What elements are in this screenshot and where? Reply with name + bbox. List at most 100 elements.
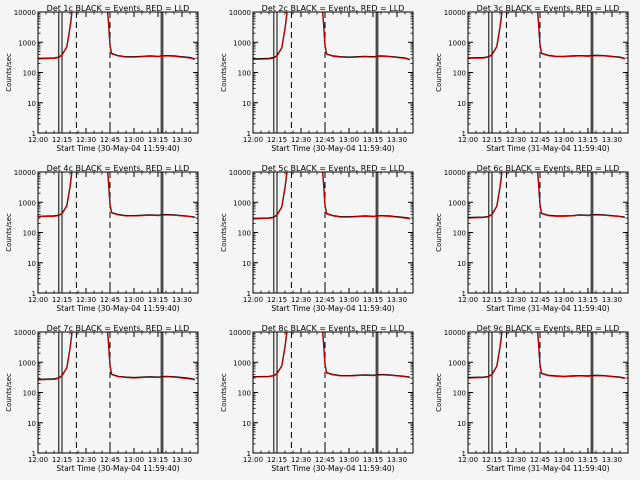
y-axis-label: Counts/sec — [5, 373, 13, 412]
x-tick-label: 13:30 — [602, 456, 622, 464]
x-tick-label: 13:00 — [554, 296, 574, 304]
y-tick-label: 10000 — [229, 329, 251, 337]
chart-title: Det 3c BLACK = Events, RED = LLD — [477, 4, 620, 13]
x-tick-label: 12:30 — [506, 296, 526, 304]
chart-title: Det 2c BLACK = Events, RED = LLD — [262, 4, 405, 13]
y-tick-label: 1000 — [18, 39, 36, 47]
x-tick-label: 13:30 — [387, 296, 407, 304]
y-tick-label: 1000 — [233, 199, 251, 207]
x-tick-label: 12:30 — [506, 136, 526, 144]
y-tick-label: 1000 — [448, 359, 466, 367]
y-tick-label: 10 — [242, 260, 251, 268]
y-tick-label: 1 — [32, 450, 36, 458]
x-tick-label: 12:45 — [530, 456, 550, 464]
plot-area — [253, 172, 410, 293]
y-tick-label: 100 — [453, 390, 466, 398]
y-tick-label: 10000 — [14, 9, 36, 17]
plot-area — [468, 332, 625, 453]
x-tick-label: 12:45 — [100, 296, 120, 304]
y-axis-label: Counts/sec — [435, 53, 443, 92]
y-tick-label: 100 — [453, 70, 466, 78]
x-tick-label: 13:00 — [124, 136, 144, 144]
x-tick-label: 12:45 — [315, 136, 335, 144]
x-tick-label: 13:30 — [602, 136, 622, 144]
y-axis-label: Counts/sec — [5, 53, 13, 92]
x-tick-label: 13:30 — [172, 136, 192, 144]
y-tick-label: 100 — [453, 230, 466, 238]
x-tick-label: 12:15 — [52, 456, 72, 464]
x-tick-label: 12:00 — [243, 136, 263, 144]
chart-title: Det 6c BLACK = Events, RED = LLD — [477, 164, 620, 173]
x-tick-label: 12:15 — [267, 456, 287, 464]
x-tick-label: 13:00 — [339, 136, 359, 144]
y-axis-label: Counts/sec — [5, 213, 13, 252]
series-lld-line — [468, 12, 625, 60]
y-tick-label: 10 — [242, 100, 251, 108]
y-tick-label: 10 — [27, 260, 36, 268]
plot-area — [253, 12, 410, 133]
y-tick-label: 1 — [247, 450, 251, 458]
y-tick-label: 100 — [238, 390, 251, 398]
y-tick-label: 10000 — [229, 9, 251, 17]
y-tick-label: 100 — [23, 70, 36, 78]
x-tick-label: 12:15 — [482, 456, 502, 464]
chart-title: Det 4c BLACK = Events, RED = LLD — [47, 164, 190, 173]
y-axis-label: Counts/sec — [220, 373, 228, 412]
x-tick-label: 12:30 — [76, 136, 96, 144]
y-tick-label: 10000 — [444, 9, 466, 17]
plot-area — [468, 172, 625, 293]
y-tick-label: 1000 — [233, 39, 251, 47]
chart-panel-4: 1 10 100 1000 10000 12:00 12:15 12:30 12:45 13:00… — [5, 164, 199, 313]
x-axis-label: Start Time (30-May-04 11:59:40) — [271, 144, 394, 153]
y-tick-label: 1 — [32, 290, 36, 298]
x-tick-label: 13:15 — [148, 456, 168, 464]
y-axis-label: Counts/sec — [435, 373, 443, 412]
x-tick-label: 12:30 — [76, 456, 96, 464]
x-tick-label: 12:15 — [267, 296, 287, 304]
y-tick-label: 10000 — [444, 169, 466, 177]
x-tick-label: 13:15 — [148, 136, 168, 144]
x-tick-label: 13:00 — [339, 296, 359, 304]
x-tick-label: 13:00 — [554, 136, 574, 144]
x-tick-label: 12:00 — [243, 296, 263, 304]
x-tick-label: 12:30 — [291, 136, 311, 144]
chart-panel-6: 1 10 100 1000 10000 12:00 12:15 12:30 12:45 13:00… — [435, 164, 629, 313]
y-tick-label: 1 — [247, 130, 251, 138]
x-tick-label: 12:30 — [506, 456, 526, 464]
x-tick-label: 13:15 — [363, 296, 383, 304]
y-tick-label: 1000 — [18, 359, 36, 367]
x-tick-label: 12:45 — [315, 456, 335, 464]
y-tick-label: 10 — [27, 420, 36, 428]
x-tick-label: 13:15 — [578, 296, 598, 304]
chart-title: Det 1c BLACK = Events, RED = LLD — [47, 4, 190, 13]
x-tick-label: 12:15 — [482, 296, 502, 304]
chart-panel-5: 1 10 100 1000 10000 12:00 12:15 12:30 12:45 13:00… — [220, 164, 414, 313]
x-tick-label: 12:00 — [458, 456, 478, 464]
x-tick-label: 12:15 — [482, 136, 502, 144]
series-lld-line — [38, 332, 195, 381]
chart-panel-8: 1 10 100 1000 10000 12:00 12:15 12:30 12:45 13:00… — [220, 324, 414, 473]
x-axis-label: Start Time (31-May-04 11:59:40) — [486, 464, 609, 473]
y-tick-label: 10 — [457, 260, 466, 268]
x-tick-label: 12:30 — [291, 456, 311, 464]
x-tick-label: 12:45 — [530, 136, 550, 144]
y-tick-label: 1000 — [18, 199, 36, 207]
x-tick-label: 12:45 — [315, 296, 335, 304]
chart-title: Det 5c BLACK = Events, RED = LLD — [262, 164, 405, 173]
x-tick-label: 13:00 — [339, 456, 359, 464]
x-tick-label: 12:00 — [28, 136, 48, 144]
y-tick-label: 1000 — [233, 359, 251, 367]
x-tick-label: 13:00 — [554, 456, 574, 464]
x-axis-label: Start Time (30-May-04 11:59:40) — [56, 144, 179, 153]
chart-panel-3: 1 10 100 1000 10000 12:00 12:15 12:30 12:45 13:00… — [435, 4, 629, 153]
x-tick-label: 12:45 — [100, 136, 120, 144]
y-tick-label: 10000 — [14, 329, 36, 337]
y-tick-label: 1000 — [448, 199, 466, 207]
x-tick-label: 13:00 — [124, 456, 144, 464]
x-tick-label: 13:15 — [363, 456, 383, 464]
y-tick-label: 10 — [242, 420, 251, 428]
y-tick-label: 10 — [457, 420, 466, 428]
x-tick-label: 13:30 — [387, 136, 407, 144]
x-axis-label: Start Time (30-May-04 11:59:40) — [271, 464, 394, 473]
y-tick-label: 100 — [238, 230, 251, 238]
